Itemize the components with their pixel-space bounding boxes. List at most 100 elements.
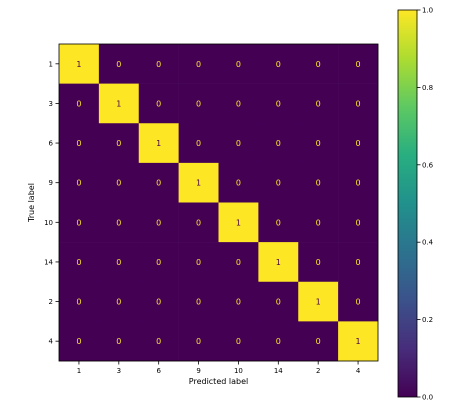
heatmap-cell-2-1 [98, 123, 140, 164]
heatmap-cell-5-5 [258, 242, 299, 283]
heatmap-cell-2-0 [59, 123, 100, 164]
y-tick-label-3: 9 [49, 179, 53, 187]
x-tick-label-3: 9 [196, 367, 200, 375]
heatmap-cell-4-3 [178, 202, 219, 243]
cell-value-7-2: 0 [156, 337, 161, 346]
heatmap-cell-7-7 [338, 321, 379, 362]
heatmap-cell-1-0 [59, 83, 100, 124]
cell-value-6-7: 0 [356, 298, 361, 307]
cell-value-2-3: 0 [196, 139, 201, 148]
heatmap-cell-5-6 [298, 242, 339, 283]
colorbar-tick-label-3: 0.6 [422, 161, 434, 169]
heatmap-cell-0-2 [138, 44, 179, 84]
y-tick-label-1: 3 [49, 100, 53, 108]
heatmap-cell-1-2 [138, 83, 179, 124]
cell-value-3-2: 0 [156, 179, 161, 188]
heatmap-cell-4-2 [138, 202, 179, 243]
heatmap-cell-7-4 [218, 321, 259, 362]
heatmap-cell-2-5 [258, 123, 299, 164]
heatmap-cell-6-4 [218, 281, 259, 322]
cell-value-6-6: 1 [316, 298, 321, 307]
cell-value-6-2: 0 [156, 298, 161, 307]
cell-value-7-4: 0 [236, 337, 241, 346]
cell-value-3-4: 0 [236, 179, 241, 188]
cell-annotations: 1 0 0 0 0 0 0 0 0 1 0 0 0 0 0 0 0 0 1 0 0 0 0 0 0 0 0 1 0 0 0 0 0 0 0 0 1 0 0 0… [76, 60, 360, 346]
y-tick-label-7: 4 [49, 338, 54, 346]
cell-value-7-7: 1 [356, 337, 361, 346]
heatmap-cell-0-1 [98, 44, 140, 84]
heatmap-cell-7-2 [138, 321, 179, 362]
cell-value-5-0: 0 [76, 258, 81, 267]
cell-value-0-4: 0 [236, 60, 241, 69]
colorbar-ticks: 0.0 0.2 0.4 0.6 0.8 1.0 [417, 7, 434, 402]
heatmap-cell-1-4 [218, 83, 259, 124]
cell-value-0-3: 0 [196, 60, 201, 69]
cell-value-4-0: 0 [76, 218, 81, 227]
x-tick-label-2: 6 [156, 367, 161, 375]
cell-value-0-0: 1 [76, 60, 81, 69]
cell-value-6-3: 0 [196, 298, 201, 307]
heatmap-cell-1-3 [178, 83, 219, 124]
heatmap-cell-3-2 [138, 162, 179, 203]
cell-value-4-7: 0 [356, 218, 361, 227]
heatmap-cell-0-7 [338, 44, 379, 84]
y-tick-label-2: 6 [49, 140, 54, 148]
cell-value-4-1: 0 [116, 218, 121, 227]
cell-value-0-2: 0 [156, 60, 161, 69]
heatmap-cell-4-4 [218, 202, 259, 243]
heatmap-cell-7-1 [98, 321, 140, 362]
cell-value-3-0: 0 [76, 179, 81, 188]
heatmap-cell-4-5 [258, 202, 299, 243]
x-tick-label-7: 4 [356, 367, 361, 375]
heatmap-cell-4-6 [298, 202, 339, 243]
cell-value-0-7: 0 [356, 60, 361, 69]
x-tick-label-0: 1 [77, 367, 81, 375]
heatmap-cell-7-5 [258, 321, 299, 362]
heatmap-cell-2-4 [218, 123, 259, 164]
colorbar-tick-label-2: 0.4 [422, 239, 434, 247]
x-axis-label: Predicted label [189, 377, 248, 386]
heatmap-cell-3-6 [298, 162, 339, 203]
colorbar [397, 9, 418, 398]
cell-value-2-6: 0 [316, 139, 321, 148]
heatmap-cells [59, 44, 379, 362]
heatmap-cell-7-6 [298, 321, 339, 362]
plot-frame [58, 43, 379, 362]
y-axis: 1 3 6 9 10 14 2 4 [44, 60, 59, 346]
cell-value-5-5: 1 [276, 258, 281, 267]
cell-value-3-5: 0 [276, 179, 281, 188]
cell-value-2-4: 0 [236, 139, 241, 148]
cell-value-4-5: 0 [276, 218, 281, 227]
heatmap-cell-3-3 [178, 162, 219, 203]
cell-value-5-3: 0 [196, 258, 201, 267]
cell-value-4-2: 0 [156, 218, 161, 227]
x-tick-label-6: 2 [316, 367, 320, 375]
cell-value-5-6: 0 [316, 258, 321, 267]
cell-value-4-4: 1 [236, 218, 241, 227]
heatmap-cell-6-6 [298, 281, 339, 322]
heatmap-cell-5-0 [59, 242, 100, 283]
cell-value-0-1: 0 [116, 60, 121, 69]
cell-value-7-3: 0 [196, 337, 201, 346]
cell-value-1-4: 0 [236, 99, 241, 108]
cell-value-2-7: 0 [356, 139, 361, 148]
y-tick-label-0: 1 [49, 60, 53, 68]
heatmap-cell-4-1 [98, 202, 140, 243]
heatmap-cell-3-7 [338, 162, 379, 203]
heatmap-cell-2-2 [138, 123, 179, 164]
cell-value-1-2: 0 [156, 99, 161, 108]
heatmap-cell-5-7 [338, 242, 379, 283]
heatmap-cell-6-3 [178, 281, 219, 322]
y-tick-label-5: 14 [44, 258, 53, 266]
heatmap-cell-1-5 [258, 83, 299, 124]
heatmap-cell-2-7 [338, 123, 379, 164]
cell-value-5-2: 0 [156, 258, 161, 267]
cell-value-1-5: 0 [276, 99, 281, 108]
cell-value-2-5: 0 [276, 139, 281, 148]
heatmap-cell-1-1 [98, 83, 140, 124]
heatmap-cell-3-5 [258, 162, 299, 203]
cell-value-6-0: 0 [76, 298, 81, 307]
heatmap-cell-0-3 [178, 44, 219, 84]
colorbar-tick-label-4: 0.8 [422, 84, 433, 92]
cell-value-7-0: 0 [76, 337, 81, 346]
